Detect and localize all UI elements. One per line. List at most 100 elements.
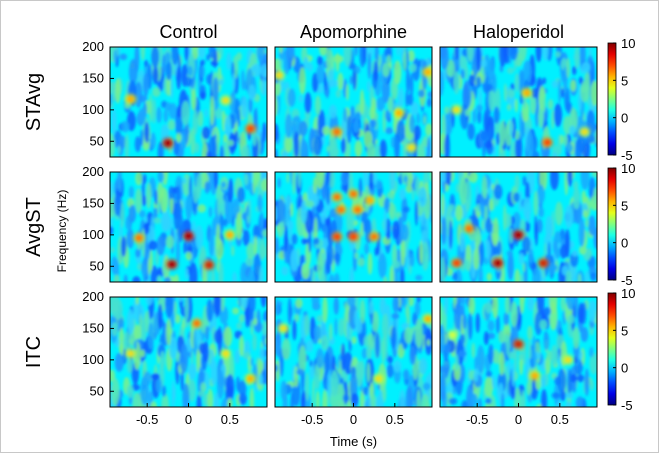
texture-mark: [493, 106, 500, 124]
texture-mark: [277, 177, 281, 189]
colorbar-tick-label: -5: [621, 398, 633, 413]
texture-mark: [423, 115, 427, 125]
texture-mark: [551, 80, 559, 89]
texture-mark: [128, 338, 136, 345]
texture-mark: [392, 265, 399, 282]
texture-mark: [313, 135, 322, 156]
texture-mark: [237, 108, 241, 128]
colorbar-tick-label: 5: [621, 323, 628, 338]
texture-mark: [444, 297, 449, 316]
texture-mark: [460, 297, 467, 305]
texture-mark: [527, 346, 532, 360]
texture-mark: [354, 65, 361, 74]
texture-mark: [397, 172, 401, 177]
texture-mark: [286, 172, 290, 184]
colorbar: [607, 167, 617, 281]
texture-mark: [485, 370, 493, 378]
texture-mark: [182, 219, 192, 234]
texture-mark: [238, 297, 242, 308]
hotspot: [543, 139, 551, 146]
hotspot: [453, 106, 461, 113]
texture-mark: [216, 369, 225, 400]
texture-mark: [285, 47, 295, 63]
texture-mark: [143, 173, 147, 185]
texture-mark: [589, 379, 595, 391]
heatmap-panel: [109, 46, 268, 158]
texture-mark: [133, 340, 138, 351]
texture-mark: [252, 172, 257, 195]
texture-mark: [409, 253, 415, 267]
texture-mark: [205, 150, 213, 157]
texture-mark: [226, 139, 235, 147]
texture-mark: [128, 204, 137, 223]
texture-mark: [333, 297, 339, 315]
texture-mark: [258, 265, 264, 282]
texture-mark: [487, 332, 496, 340]
texture-mark: [250, 357, 254, 367]
hotspot: [539, 260, 547, 267]
texture-mark: [327, 214, 332, 245]
texture-mark: [359, 89, 365, 116]
texture-mark: [519, 219, 526, 233]
texture-mark: [150, 265, 158, 282]
texture-mark: [389, 172, 396, 191]
texture-mark: [542, 96, 546, 113]
panel-border: [109, 46, 268, 158]
y-tick-label: 200: [82, 39, 104, 54]
hotspot: [222, 350, 230, 357]
texture-mark: [498, 351, 505, 376]
texture-mark: [448, 220, 453, 249]
texture-mark: [564, 204, 574, 229]
texture-mark: [246, 204, 250, 217]
texture-mark: [521, 389, 526, 407]
texture-mark: [250, 320, 254, 336]
texture-mark: [153, 205, 158, 220]
texture-mark: [565, 142, 574, 154]
texture-mark: [114, 352, 124, 372]
texture-mark: [134, 136, 141, 153]
colorbar-tick-label: 0: [621, 111, 628, 126]
texture-mark: [342, 393, 350, 403]
texture-mark: [578, 76, 583, 85]
texture-mark: [557, 368, 567, 394]
colorbar-tick-label: 0: [621, 236, 628, 251]
texture-mark: [405, 304, 410, 319]
texture-mark: [397, 87, 405, 108]
colorbar: [607, 292, 617, 406]
texture-mark: [135, 297, 140, 306]
texture-mark: [150, 132, 156, 150]
texture-mark: [473, 368, 479, 383]
texture-mark: [200, 323, 206, 334]
texture-mark: [461, 400, 468, 407]
texture-mark: [335, 52, 340, 73]
texture-mark: [128, 186, 134, 199]
texture-mark: [304, 314, 310, 337]
texture-mark: [179, 224, 185, 236]
texture-mark: [190, 127, 196, 156]
texture-mark: [187, 379, 197, 402]
texture-mark: [185, 194, 193, 221]
texture-mark: [381, 336, 385, 365]
texture-mark: [165, 318, 172, 346]
texture-mark: [275, 298, 280, 317]
texture-mark: [387, 355, 393, 364]
texture-mark: [366, 80, 371, 92]
texture-mark: [346, 206, 355, 236]
texture-mark: [499, 47, 507, 67]
texture-mark: [476, 47, 481, 71]
texture-mark: [588, 300, 597, 323]
texture-mark: [575, 396, 585, 407]
texture-mark: [547, 241, 551, 267]
texture-mark: [566, 57, 571, 79]
texture-mark: [535, 378, 542, 390]
texture-mark: [161, 393, 169, 407]
texture-mark: [510, 301, 518, 328]
texture-mark: [485, 397, 492, 405]
texture-mark: [319, 47, 328, 56]
texture-mark: [499, 263, 506, 282]
texture-mark: [518, 252, 525, 265]
texture-mark: [346, 115, 352, 144]
texture-mark: [320, 272, 327, 282]
texture-mark: [527, 248, 534, 264]
texture-mark: [314, 95, 322, 116]
